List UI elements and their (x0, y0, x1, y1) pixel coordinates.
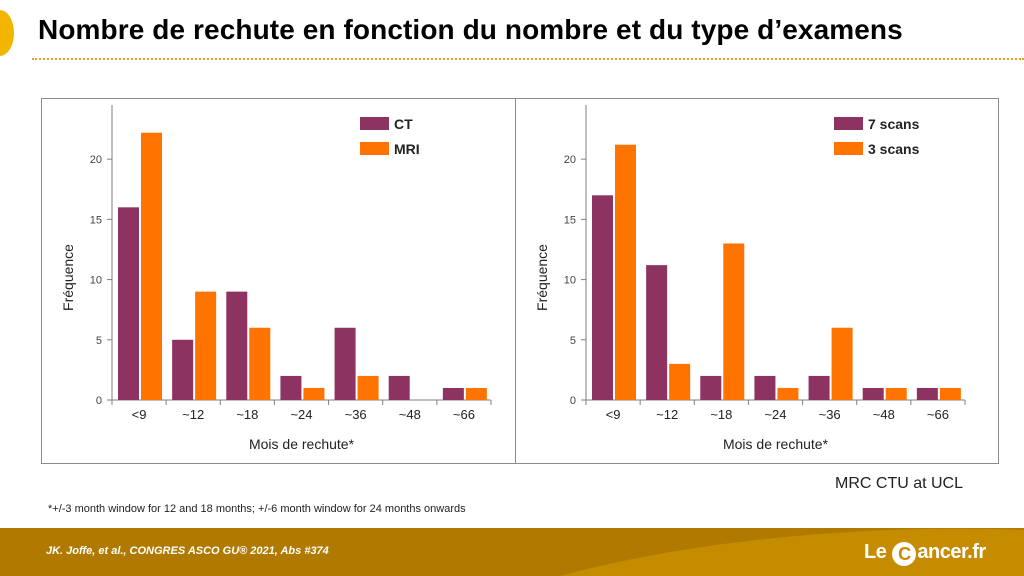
y-tick-label: 20 (90, 154, 102, 166)
bar-ct (388, 375, 410, 400)
y-tick-label: 20 (564, 154, 576, 166)
bar-mri (357, 375, 379, 400)
x-axis-title: Mois de rechute* (249, 436, 355, 452)
y-tick-label: 10 (564, 275, 576, 287)
bar-ct (226, 291, 248, 400)
chart-panel-exam-type: 0 5 10 15 20 <9 ~12 ~18 ~24 ~36 ~48 ~66 Mois de rech… (41, 98, 525, 464)
chart-exam-type: 0 5 10 15 20 <9 ~12 ~18 ~24 ~36 ~48 ~66 Mois de rech… (60, 105, 492, 452)
y-tick-label: 0 (96, 395, 102, 407)
legend-swatch (834, 117, 863, 130)
legend-swatch (834, 142, 863, 155)
x-tick-label: ~48 (399, 407, 421, 422)
bar-ct (442, 387, 464, 400)
bar-mri (141, 132, 162, 401)
x-tick-label: ~36 (819, 407, 841, 422)
slide-title: Nombre de rechute en fonction du nombre … (38, 14, 903, 45)
x-tick-label: ~36 (345, 407, 367, 422)
bar-3-scans (939, 387, 961, 400)
bar-mri (303, 387, 325, 400)
bar-7-scans (700, 375, 722, 400)
bar-7-scans (646, 265, 668, 400)
y-tick-label: 5 (96, 335, 102, 347)
y-tick-label: 10 (90, 275, 102, 287)
chart-panel-scan-count: 0 5 10 15 20 <9 ~12 ~18 ~24 ~36 ~48 ~66 Mois de rech… (515, 98, 999, 464)
legend-label: 3 scans (868, 141, 920, 157)
x-tick-label: ~24 (764, 407, 786, 422)
bar-mri (465, 387, 487, 400)
x-tick-label: ~18 (236, 407, 258, 422)
y-tick-label: 15 (564, 214, 576, 226)
bar-3-scans (831, 327, 853, 400)
x-tick-label: ~12 (656, 407, 678, 422)
x-tick-label: ~12 (182, 407, 204, 422)
bar-ct (172, 339, 194, 400)
bar-mri (195, 291, 217, 400)
brand-suffix: ancer.fr (917, 541, 986, 563)
y-tick-label: 0 (570, 395, 576, 407)
x-tick-label: <9 (606, 407, 621, 422)
y-axis-title: Fréquence (534, 244, 550, 311)
bar-ct (334, 327, 356, 400)
x-tick-label: ~66 (927, 407, 949, 422)
bar-7-scans (862, 387, 884, 400)
brand-prefix: Le (864, 541, 892, 563)
bar-7-scans (916, 387, 938, 400)
footnote: *+/-3 month window for 12 and 18 months;… (48, 503, 466, 515)
title-divider (32, 58, 1024, 60)
bar-ct (280, 375, 302, 400)
source-label: MRC CTU at UCL (835, 475, 964, 492)
bar-mri (249, 327, 271, 400)
bar-7-scans (592, 195, 613, 400)
y-axis-title: Fréquence (60, 244, 76, 311)
legend-swatch (360, 117, 389, 130)
citation: JK. Joffe, et al., CONGRES ASCO GU® 2021… (46, 545, 329, 557)
legend-label: MRI (394, 141, 420, 157)
chart-scan-count: 0 5 10 15 20 <9 ~12 ~18 ~24 ~36 ~48 ~66 Mois de rech… (534, 105, 966, 452)
legend-label: CT (394, 116, 413, 132)
y-tick-label: 15 (90, 214, 102, 226)
brand-c-icon: C (892, 542, 917, 566)
bar-ct (118, 207, 139, 400)
x-tick-label: ~18 (710, 407, 732, 422)
x-tick-label: <9 (132, 407, 147, 422)
bar-3-scans (777, 387, 799, 400)
bar-7-scans (754, 375, 776, 400)
legend-label: 7 scans (868, 116, 920, 132)
legend-swatch (360, 142, 389, 155)
bar-3-scans (723, 243, 745, 400)
x-tick-label: ~66 (453, 407, 475, 422)
bar-7-scans (808, 375, 830, 400)
x-tick-label: ~48 (873, 407, 895, 422)
x-tick-label: ~24 (290, 407, 312, 422)
y-tick-label: 5 (570, 335, 576, 347)
x-axis-title: Mois de rechute* (723, 436, 829, 452)
bar-3-scans (615, 144, 636, 400)
corner-accent (0, 10, 14, 56)
bar-3-scans (669, 363, 691, 400)
bar-3-scans (885, 387, 907, 400)
